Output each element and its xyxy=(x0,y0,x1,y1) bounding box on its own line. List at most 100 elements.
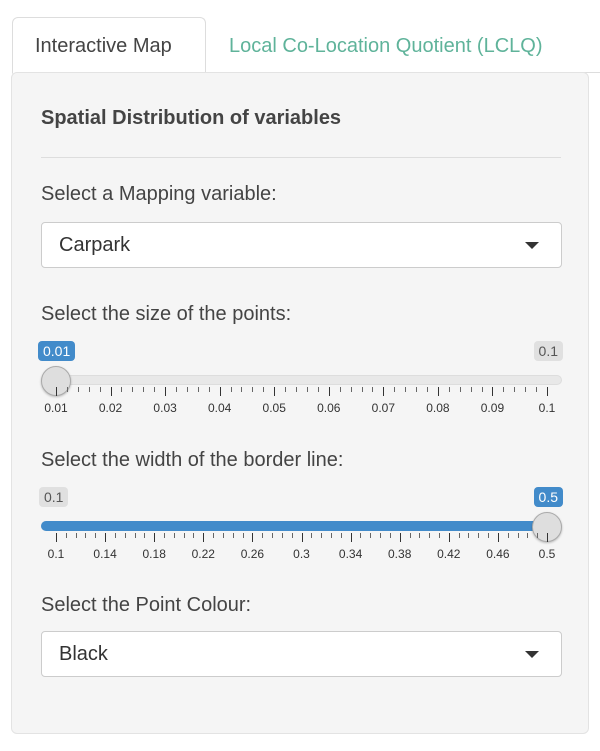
mapping-variable-value: Carpark xyxy=(59,234,131,256)
tick-label: 0.18 xyxy=(142,547,166,561)
minor-tick xyxy=(291,533,293,538)
minor-tick xyxy=(263,387,265,392)
minor-tick xyxy=(281,533,283,538)
minor-tick xyxy=(330,533,332,538)
major-tick xyxy=(301,533,303,542)
tick-label: 0.04 xyxy=(207,401,232,415)
minor-tick xyxy=(197,387,199,392)
tick-label: 0.14 xyxy=(93,547,117,561)
minor-tick xyxy=(306,387,308,392)
minor-tick xyxy=(350,387,352,392)
tick-label: 0.03 xyxy=(153,401,177,415)
minor-tick xyxy=(186,387,188,392)
minor-tick xyxy=(176,387,178,392)
major-tick xyxy=(492,387,494,396)
minor-tick xyxy=(232,533,234,538)
minor-tick xyxy=(296,387,298,392)
major-tick xyxy=(350,533,352,542)
minor-tick xyxy=(222,533,224,538)
minor-tick xyxy=(459,387,461,392)
border-width-slider[interactable]: 0.1 0.5 0.1 0.14 0.18 0.22 0.26 0.3 0.34 0.38 0.… xyxy=(39,487,563,567)
minor-tick xyxy=(88,387,90,392)
major-tick xyxy=(110,387,112,396)
tab-interactive-map[interactable]: Interactive Map xyxy=(12,17,206,74)
sidebar-panel: Spatial Distribution of variables Select… xyxy=(11,72,589,734)
border-width-min-bubble: 0.1 xyxy=(39,487,69,507)
major-tick xyxy=(437,387,439,396)
minor-tick xyxy=(317,387,319,392)
minor-tick xyxy=(370,533,372,538)
mapping-variable-label: Select a Mapping variable: xyxy=(41,183,277,205)
major-tick xyxy=(328,387,330,396)
point-colour-select[interactable]: Black xyxy=(41,631,562,677)
point-colour-label: Select the Point Colour: xyxy=(41,594,252,616)
point-size-track[interactable] xyxy=(41,375,562,385)
minor-tick xyxy=(242,533,244,538)
major-tick xyxy=(165,387,167,396)
minor-tick xyxy=(262,533,264,538)
minor-tick xyxy=(426,387,428,392)
minor-tick xyxy=(419,533,421,538)
point-colour-value: Black xyxy=(59,643,108,665)
major-tick xyxy=(274,387,276,396)
minor-tick xyxy=(372,387,374,392)
minor-tick xyxy=(514,387,516,392)
minor-tick xyxy=(183,533,185,538)
minor-tick xyxy=(143,387,145,392)
border-width-label: Select the width of the border line: xyxy=(41,449,344,471)
major-tick xyxy=(203,533,205,542)
minor-tick xyxy=(517,533,519,538)
tab-bar: Interactive Map Local Co-Location Quotie… xyxy=(12,17,600,74)
minor-tick xyxy=(438,533,440,538)
minor-tick xyxy=(503,387,505,392)
major-tick xyxy=(56,533,57,542)
minor-tick xyxy=(285,387,287,392)
minor-tick xyxy=(409,533,411,538)
minor-tick xyxy=(66,387,68,392)
minor-tick xyxy=(65,533,67,538)
tick-label: 0.46 xyxy=(486,547,510,561)
tick-label: 0.08 xyxy=(426,401,450,415)
minor-tick xyxy=(75,533,77,538)
minor-tick xyxy=(134,533,136,538)
point-size-max-bubble: 0.1 xyxy=(533,341,563,361)
minor-tick xyxy=(429,533,431,538)
tick-label: 0.09 xyxy=(480,401,505,415)
major-tick xyxy=(399,533,401,542)
mapping-variable-select[interactable]: Carpark xyxy=(41,222,562,268)
border-width-value-bubble: 0.5 xyxy=(533,487,563,507)
minor-tick xyxy=(95,533,97,538)
minor-tick xyxy=(339,387,341,392)
minor-tick xyxy=(481,387,483,392)
tick-label: 0.22 xyxy=(191,547,215,561)
minor-tick xyxy=(241,387,243,392)
minor-tick xyxy=(389,533,391,538)
tick-label: 0.1 xyxy=(47,547,65,561)
tick-label: 0.07 xyxy=(371,401,396,415)
minor-tick xyxy=(164,533,166,538)
minor-tick xyxy=(470,387,472,392)
major-tick xyxy=(252,533,254,542)
minor-tick xyxy=(536,387,538,392)
major-tick xyxy=(383,387,385,396)
minor-tick xyxy=(405,387,407,392)
tick-label: 0.26 xyxy=(240,547,265,561)
tick-label: 0.42 xyxy=(437,547,461,561)
minor-tick xyxy=(173,533,175,538)
minor-tick xyxy=(478,533,480,538)
tick-label: 0.02 xyxy=(98,401,123,415)
minor-tick xyxy=(340,533,342,538)
point-size-slider[interactable]: 0.01 0.1 0.01 0.02 0.03 0.04 0.05 0.06 0.07 0.0… xyxy=(38,341,563,421)
minor-tick xyxy=(213,533,215,538)
minor-tick xyxy=(124,533,126,538)
major-tick xyxy=(497,533,499,542)
tick-label: 0.05 xyxy=(262,401,286,415)
tick-label: 0.3 xyxy=(293,547,310,561)
tick-label: 0.38 xyxy=(388,547,412,561)
tick-label: 0.06 xyxy=(317,401,341,415)
minor-tick xyxy=(154,387,156,392)
minor-tick xyxy=(311,533,313,538)
major-tick xyxy=(105,533,107,542)
minor-tick xyxy=(144,533,146,538)
tab-lclq[interactable]: Local Co-Location Quotient (LCLQ) xyxy=(229,35,543,57)
